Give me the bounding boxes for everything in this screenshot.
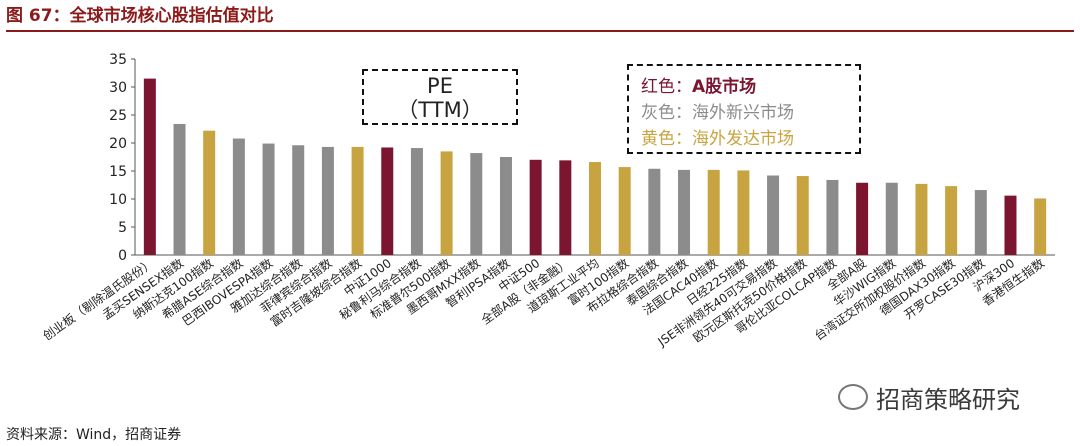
bar [915, 183, 928, 255]
bar [410, 148, 423, 255]
pe-label: PE [427, 74, 453, 98]
legend-label: 灰色： [641, 103, 692, 123]
bar [707, 169, 720, 255]
bar [618, 167, 631, 255]
bar [589, 162, 601, 255]
legend-item-yellow: 黄色：海外发达市场 [641, 126, 859, 152]
bar [945, 186, 958, 255]
bar [292, 145, 305, 255]
wechat-icon [838, 384, 868, 410]
bar [1034, 198, 1047, 255]
bar [796, 176, 809, 255]
bar [678, 169, 691, 255]
bar [232, 138, 245, 255]
watermark: 招商策略研究 [838, 381, 1020, 414]
figure-title: 图 67：全球市场核心股指估值对比 [6, 6, 274, 26]
bar [173, 123, 186, 256]
bar [1004, 195, 1017, 255]
bar [648, 168, 661, 255]
bar-layer [143, 78, 1047, 256]
title-divider [6, 30, 1074, 32]
bar [351, 146, 364, 255]
bar [737, 170, 750, 255]
bar [499, 157, 512, 255]
source-note: 资料来源：Wind，招商证券 [6, 427, 182, 443]
bar [559, 160, 572, 255]
legend-label: 红色： [641, 77, 692, 97]
watermark-text: 招商策略研究 [876, 385, 1020, 414]
bar [885, 182, 898, 255]
legend-value: A股市场 [692, 77, 757, 97]
y-tick-label: 5 [118, 220, 127, 236]
y-tick-label: 0 [118, 248, 127, 264]
bar [856, 182, 869, 255]
y-tick-label: 25 [109, 108, 127, 124]
bar [767, 175, 780, 255]
bar [974, 190, 987, 255]
legend-label: 黄色： [641, 129, 692, 149]
bar [203, 130, 216, 255]
legend-item-red: 红色：A股市场 [641, 74, 859, 100]
x-tick-labels: 创业板（剔除温氏股份）孟买SENSEX指数纳斯达克100指数希腊ASE综合指数巴… [40, 255, 1047, 349]
bar [826, 179, 839, 255]
y-tick-label: 30 [109, 80, 127, 96]
pe-annotation-box: PE （TTM） [362, 69, 518, 125]
ttm-label: （TTM） [397, 98, 483, 122]
y-tick-label: 10 [109, 192, 127, 208]
bar [381, 147, 394, 255]
legend: 红色：A股市场 灰色：海外新兴市场 黄色：海外发达市场 [627, 64, 861, 154]
bar [529, 159, 542, 255]
bar [143, 78, 156, 255]
bar [470, 153, 483, 255]
bar [440, 151, 453, 255]
axis-layer: 0 5 10 15 20 25 30 35 [109, 52, 1055, 264]
legend-item-gray: 灰色：海外新兴市场 [641, 100, 859, 126]
y-tick-label: 15 [109, 164, 127, 180]
y-tick-label: 35 [109, 52, 127, 68]
legend-value: 海外发达市场 [692, 129, 794, 149]
legend-value: 海外新兴市场 [692, 103, 794, 123]
y-tick-label: 20 [109, 136, 127, 152]
bar [321, 146, 334, 255]
bar [262, 143, 275, 255]
